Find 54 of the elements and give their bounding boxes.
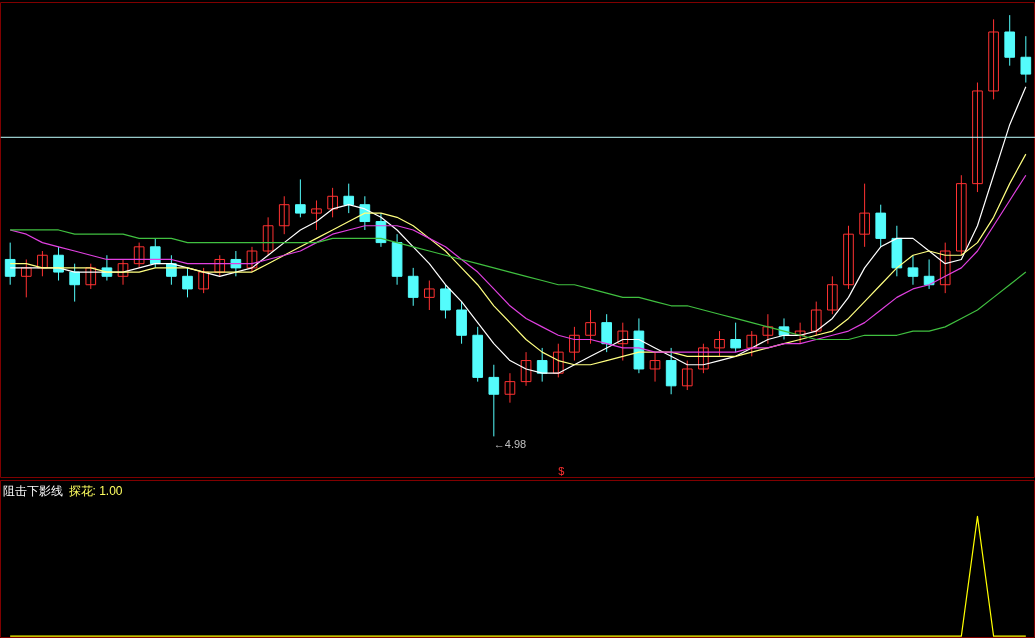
- candlestick: [536, 347, 548, 383]
- candlestick: [311, 199, 322, 231]
- candlestick: [424, 280, 435, 311]
- candlestick: [278, 195, 290, 235]
- candlestick: [762, 313, 774, 345]
- candlestick: [681, 360, 693, 391]
- candlestick: [37, 250, 48, 277]
- candlestick: [1020, 35, 1032, 84]
- candlestick: [262, 216, 274, 256]
- candlestick: [198, 267, 209, 294]
- candlestick: [601, 313, 612, 353]
- candlestick: [343, 183, 355, 214]
- candlestick: [810, 301, 822, 336]
- candlestick: [327, 187, 338, 218]
- candlestick: [4, 242, 16, 286]
- candlestick: [859, 183, 870, 248]
- candlestick: [843, 225, 854, 290]
- text: ←4.98: [493, 438, 527, 451]
- candlestick: [794, 322, 806, 345]
- candlestick: [569, 326, 580, 362]
- candlestick: [246, 246, 258, 273]
- candlestick: [746, 330, 758, 357]
- candlestick: [504, 372, 516, 404]
- candlestick: [649, 351, 661, 383]
- candlestick: [988, 18, 999, 100]
- candlestick: [939, 242, 951, 294]
- candlestick: [69, 263, 80, 303]
- candlestick: [488, 364, 500, 437]
- candlestick: [698, 343, 709, 374]
- candlestick: [407, 267, 419, 307]
- candlestick: [214, 254, 226, 277]
- candlestick: [182, 267, 193, 298]
- candlestick: [552, 343, 564, 378]
- candlestick: [714, 330, 725, 357]
- candlestick: [520, 351, 532, 387]
- candlestick: [956, 174, 967, 256]
- candlestick: [85, 263, 97, 290]
- candlestick: [20, 258, 32, 298]
- candlestick: [149, 237, 161, 269]
- candlestick: [907, 254, 919, 286]
- candlestick: [730, 322, 741, 353]
- text: 探花: 1.00: [68, 483, 123, 498]
- candlestick: [230, 250, 242, 277]
- candlestick: [375, 212, 387, 248]
- candlestick: [440, 284, 451, 319]
- candlestick: [972, 82, 983, 193]
- candlestick: [117, 258, 129, 286]
- candlestick: [133, 242, 145, 269]
- candlestick: [827, 275, 838, 315]
- text: $: [558, 464, 565, 477]
- candlestick: [295, 178, 306, 218]
- chart-title: 阻击下影线: [2, 483, 63, 498]
- candlestick: [617, 322, 629, 362]
- candlestick: [585, 309, 596, 345]
